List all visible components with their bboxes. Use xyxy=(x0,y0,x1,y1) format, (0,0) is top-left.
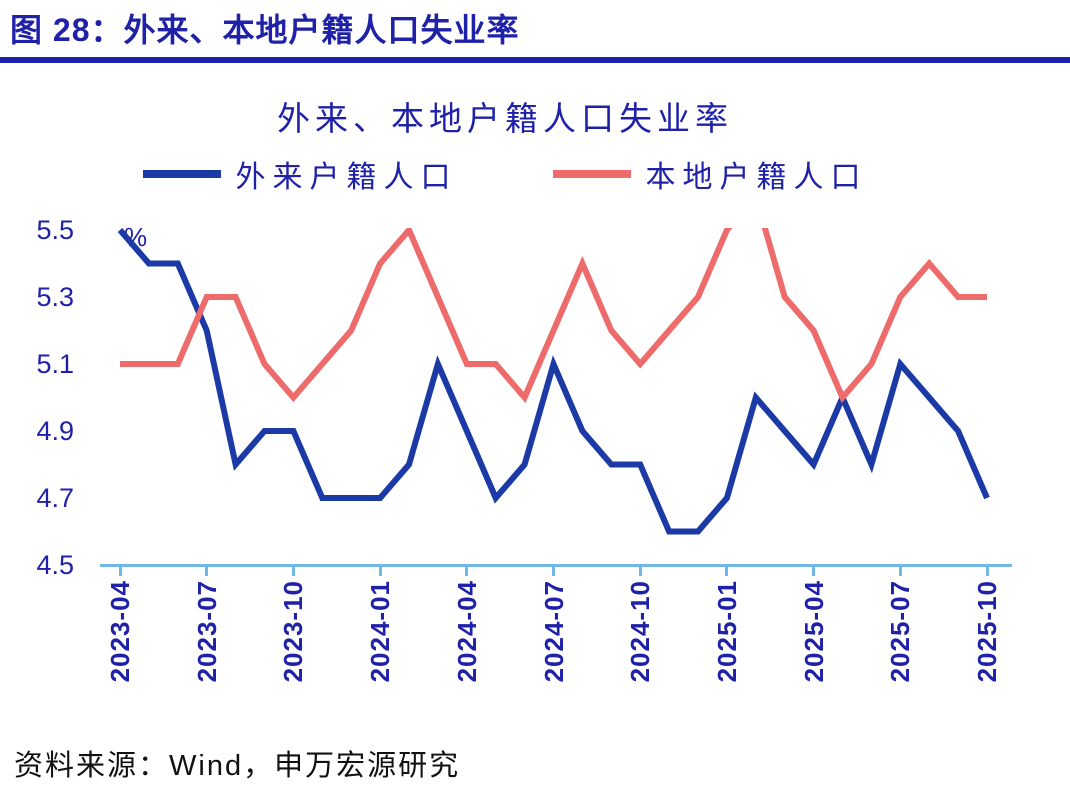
x-tick-label: 2023-10 xyxy=(278,580,309,683)
line-chart-svg xyxy=(117,228,990,535)
x-tick xyxy=(291,567,295,576)
x-tick-label: 2024-10 xyxy=(625,580,656,683)
x-tick xyxy=(985,567,989,576)
legend-label-local: 本地户籍人口 xyxy=(645,161,868,194)
x-tick xyxy=(205,567,209,576)
x-tick-label: 2023-07 xyxy=(191,580,222,683)
legend-swatch-migrant xyxy=(142,170,221,178)
figure-header-title: 图 28：外来、本地户籍人口失业率 xyxy=(10,12,520,48)
x-tick-label: 2024-04 xyxy=(451,580,482,683)
y-tick-label: 4.5 xyxy=(36,550,74,580)
legend-label-migrant: 外来户籍人口 xyxy=(235,161,458,194)
x-tick xyxy=(118,567,122,576)
x-tick-label: 2024-07 xyxy=(538,580,569,683)
source-note: 资料来源：Wind，申万宏源研究 xyxy=(14,750,461,782)
y-tick-label: 5.5 xyxy=(36,215,74,245)
x-tick xyxy=(465,567,469,576)
x-tick-label: 2024-01 xyxy=(365,580,396,683)
legend-item-local: 本地户籍人口 xyxy=(552,152,868,196)
x-tick-label: 2023-04 xyxy=(105,580,135,683)
x-tick xyxy=(812,567,816,576)
x-tick xyxy=(898,567,902,576)
y-tick-label: 5.3 xyxy=(36,282,74,312)
x-axis-line xyxy=(100,564,1012,567)
figure-header: 图 28：外来、本地户籍人口失业率 xyxy=(0,0,1070,63)
x-tick xyxy=(638,567,642,576)
y-tick-label: 4.7 xyxy=(36,483,74,513)
x-tick-label: 2025-10 xyxy=(972,580,1002,683)
x-tick xyxy=(378,567,382,576)
legend: 外来户籍人口 本地户籍人口 xyxy=(0,152,1010,196)
x-tick-label: 2025-04 xyxy=(798,580,829,683)
series-line-local-population xyxy=(120,228,987,404)
legend-swatch-local xyxy=(552,170,631,178)
legend-item-migrant: 外来户籍人口 xyxy=(142,152,458,196)
chart-title: 外来、本地户籍人口失业率 xyxy=(277,100,733,137)
y-tick-label: 5.1 xyxy=(36,349,74,379)
x-tick xyxy=(552,567,555,576)
y-tick-label: 4.9 xyxy=(36,416,74,446)
x-tick-label: 2025-01 xyxy=(711,580,742,683)
x-tick-label: 2025-07 xyxy=(885,580,916,683)
x-tick xyxy=(725,567,729,576)
